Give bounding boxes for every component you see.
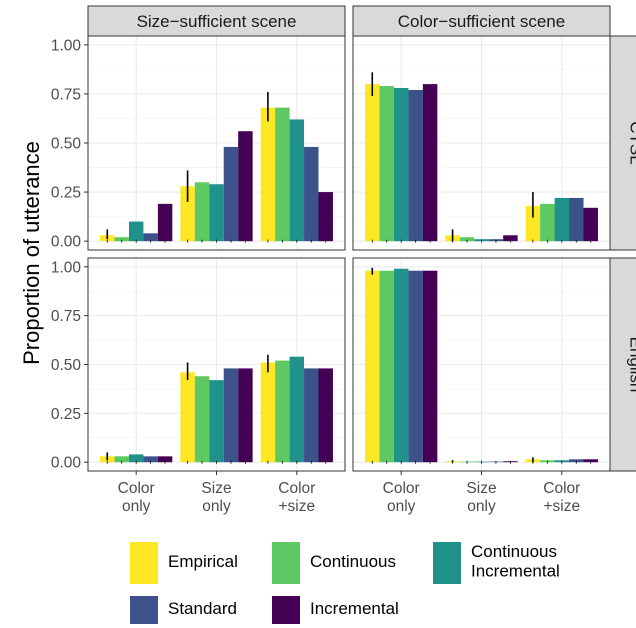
- bar-standard: [304, 368, 319, 463]
- legend-swatch: [130, 542, 158, 584]
- x-tick-label: Size only: [466, 480, 496, 515]
- bar-incremental: [422, 270, 438, 463]
- bar-incremental: [422, 84, 438, 242]
- row-strip-label-1: English: [627, 337, 636, 393]
- bar-continuous-incremental: [289, 356, 305, 463]
- bar-standard: [569, 197, 584, 242]
- bar-standard: [223, 368, 239, 463]
- x-tick-label-line: only: [387, 498, 416, 515]
- y-tick-label: 1.00: [51, 37, 82, 54]
- row-strip-1: [609, 257, 636, 472]
- bar-continuous: [275, 360, 290, 463]
- legend-label: Continuous Incremental: [471, 542, 560, 581]
- bar-continuous-incremental: [289, 119, 305, 242]
- facet-strip-1: [352, 5, 611, 37]
- bar-continuous: [194, 376, 210, 463]
- y-axis-title: Proportion of utterance: [19, 141, 44, 365]
- bar-empirical: [365, 84, 380, 242]
- legend-label: Standard: [168, 599, 237, 618]
- bar-continuous: [114, 456, 129, 463]
- bar-continuous: [540, 203, 555, 242]
- legend-swatch: [272, 542, 300, 584]
- bar-empirical: [260, 362, 276, 463]
- y-tick-label: 1.00: [51, 259, 82, 276]
- x-tick-label-line: Size: [201, 480, 231, 497]
- x-tick-label-line: only: [467, 498, 496, 515]
- legend-swatch: [272, 596, 300, 624]
- panel-border: [352, 35, 611, 251]
- bar-continuous-incremental: [128, 221, 144, 242]
- bar-continuous-incremental: [393, 268, 409, 463]
- bar-continuous: [275, 107, 290, 242]
- bar-incremental: [157, 203, 173, 242]
- y-tick-label: 0.50: [51, 136, 82, 153]
- bar-empirical: [260, 107, 276, 242]
- bar-incremental: [238, 131, 253, 242]
- bar-standard: [223, 146, 239, 242]
- y-tick-label: 0.00: [51, 234, 82, 251]
- bar-continuous-incremental: [209, 380, 224, 463]
- x-tick-label-line: Color: [383, 480, 420, 497]
- x-tick-label: Color only: [383, 480, 420, 515]
- bar-continuous-incremental: [128, 454, 144, 463]
- bar-standard: [408, 270, 423, 463]
- y-tick-label: 0.25: [51, 185, 81, 202]
- bar-continuous: [379, 86, 394, 242]
- bar-incremental: [318, 368, 333, 463]
- bar-incremental: [238, 368, 253, 463]
- legend-label-line: Incremental: [471, 562, 560, 581]
- legend-label: Incremental: [310, 599, 399, 618]
- x-tick-label-line: Size: [466, 480, 496, 497]
- bar-continuous-incremental: [209, 184, 224, 242]
- y-tick-label: 0.75: [51, 308, 81, 325]
- bar-standard: [408, 89, 423, 242]
- bar-incremental: [583, 207, 598, 242]
- x-tick-label: Size only: [201, 480, 231, 515]
- legend-label-line: Continuous: [471, 542, 557, 561]
- bar-empirical: [180, 186, 195, 242]
- x-tick-label-line: only: [122, 498, 151, 515]
- y-tick-label: 0.75: [51, 86, 81, 103]
- bar-empirical: [180, 372, 195, 463]
- bar-empirical: [365, 270, 380, 463]
- x-tick-label-line: only: [202, 498, 231, 515]
- legend-label: Continuous: [310, 552, 396, 571]
- bar-continuous: [459, 237, 475, 242]
- bar-incremental: [318, 192, 333, 242]
- facet-strip-label-0: Size−sufficient scene: [137, 12, 297, 31]
- bar-standard: [143, 456, 158, 463]
- row-strip-0: [609, 35, 636, 251]
- bar-continuous-incremental: [554, 197, 570, 242]
- y-tick-label: 0.00: [51, 455, 82, 472]
- legend-swatch: [433, 542, 461, 584]
- y-tick-label: 0.50: [51, 357, 82, 374]
- bar-continuous: [379, 270, 394, 463]
- x-tick-label-line: Color: [543, 480, 580, 497]
- legend-swatch: [130, 596, 158, 624]
- bar-standard: [304, 146, 319, 242]
- bar-continuous-incremental: [393, 88, 409, 242]
- legend-label: Empirical: [168, 552, 238, 571]
- x-tick-label-line: +size: [544, 498, 581, 515]
- x-tick-label: Color only: [118, 480, 155, 515]
- bar-continuous: [114, 237, 129, 242]
- x-tick-label-line: Color: [118, 480, 155, 497]
- x-tick-label: Color +size: [543, 480, 580, 515]
- bar-incremental: [503, 235, 518, 242]
- bar-incremental: [157, 456, 173, 463]
- y-tick-label: 0.25: [51, 406, 81, 423]
- bar-continuous: [194, 182, 210, 242]
- facet-strip-label-1: Color−sufficient scene: [398, 12, 565, 31]
- bar-standard: [143, 233, 158, 242]
- x-tick-label: Color +size: [278, 480, 315, 515]
- x-tick-label-line: +size: [279, 498, 316, 515]
- row-strip-label-0: CTSL: [627, 121, 636, 164]
- x-tick-label-line: Color: [278, 480, 315, 497]
- facet-strip-0: [87, 5, 346, 37]
- bar-empirical: [525, 205, 541, 242]
